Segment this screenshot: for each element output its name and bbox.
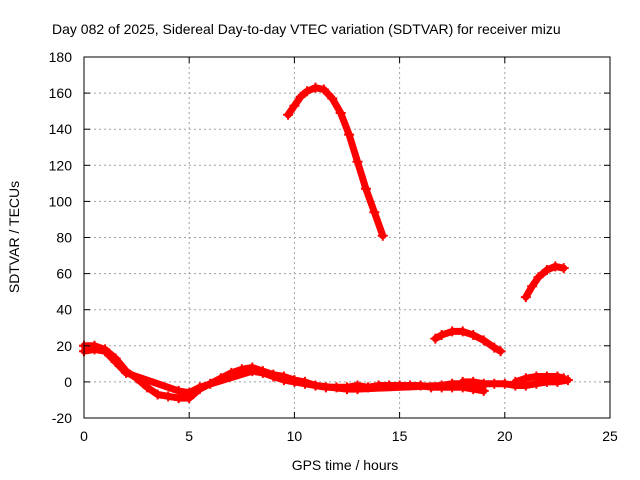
data-point (520, 292, 531, 303)
y-tick-label: 40 (56, 302, 72, 318)
y-tick-label: 140 (49, 121, 73, 137)
data-point (360, 183, 371, 194)
data-point (247, 366, 258, 377)
data-point (121, 367, 132, 378)
data-point (89, 344, 100, 355)
data-point (299, 378, 310, 389)
x-axis-label: GPS time / hours (292, 457, 399, 473)
y-axis-label: SDTVAR / TECUs (6, 181, 22, 293)
data-point (558, 373, 569, 384)
data-point (352, 156, 363, 167)
data-point (558, 263, 569, 274)
data-point (468, 376, 479, 387)
y-axis-ticks: -20 0 20 40 60 80 100 120 140 160 180 (49, 49, 610, 426)
data-point (510, 376, 521, 387)
chart-title: Day 082 of 2025, Sidereal Day-to-day VTE… (52, 21, 561, 37)
data-point (447, 326, 458, 337)
data-point (310, 82, 321, 93)
x-tick-label: 5 (185, 428, 193, 444)
data-point (152, 389, 163, 400)
x-axis-ticks: 0 5 10 15 20 25 (80, 57, 618, 444)
data-point (335, 107, 346, 118)
data-point (541, 371, 552, 382)
data-series (79, 82, 573, 404)
data-point (310, 380, 321, 391)
data-point (541, 264, 552, 275)
data-point (531, 371, 542, 382)
series-trace (284, 84, 387, 240)
data-point (489, 342, 500, 353)
data-point (173, 385, 184, 396)
data-point (436, 380, 447, 391)
data-point (468, 329, 479, 340)
series-arc-peak (283, 82, 388, 241)
data-point (520, 373, 531, 384)
data-point (110, 357, 121, 368)
data-point (489, 378, 500, 389)
y-tick-label: 180 (49, 49, 73, 65)
data-point (457, 376, 468, 387)
data-point (194, 382, 205, 393)
y-tick-label: 20 (56, 338, 72, 354)
data-point (478, 335, 489, 346)
data-point (527, 281, 538, 292)
data-point (268, 371, 279, 382)
series-track-late-upper (510, 371, 569, 387)
data-point (447, 378, 458, 389)
data-point (533, 272, 544, 283)
y-tick-label: -20 (52, 410, 72, 426)
data-point (369, 207, 380, 218)
data-point (495, 346, 506, 357)
data-point (430, 333, 441, 344)
x-tick-label: 10 (287, 428, 303, 444)
data-point (278, 375, 289, 386)
x-tick-label: 25 (602, 428, 618, 444)
series-arc-evening (430, 326, 506, 357)
data-point (302, 86, 313, 97)
data-point (327, 93, 338, 104)
data-point (352, 384, 363, 395)
data-point (457, 326, 468, 337)
y-tick-label: 100 (49, 193, 73, 209)
data-point (318, 84, 329, 95)
data-point (552, 371, 563, 382)
data-point (163, 391, 174, 402)
y-tick-label: 80 (56, 230, 72, 246)
plot-border (83, 56, 611, 419)
y-tick-label: 160 (49, 85, 73, 101)
data-point (289, 376, 300, 387)
data-point (344, 129, 355, 140)
data-point (289, 100, 300, 111)
data-point (550, 261, 561, 272)
data-point (295, 91, 306, 102)
data-point (342, 384, 352, 395)
x-tick-label: 15 (392, 428, 408, 444)
series-arc-late (520, 261, 569, 303)
data-point (283, 109, 294, 120)
y-tick-label: 0 (64, 374, 72, 390)
x-tick-label: 20 (497, 428, 513, 444)
y-tick-label: 60 (56, 266, 72, 282)
data-point (142, 382, 153, 393)
data-point (436, 329, 447, 340)
data-point (257, 367, 268, 378)
data-point (100, 346, 111, 357)
y-tick-label: 120 (49, 157, 73, 173)
grid-lines (84, 57, 610, 418)
data-point (499, 378, 510, 389)
x-tick-label: 0 (80, 428, 88, 444)
data-point (184, 387, 195, 398)
series-track-early (79, 340, 489, 404)
series-trace (80, 345, 488, 397)
data-point (377, 230, 388, 241)
data-point (478, 378, 489, 389)
